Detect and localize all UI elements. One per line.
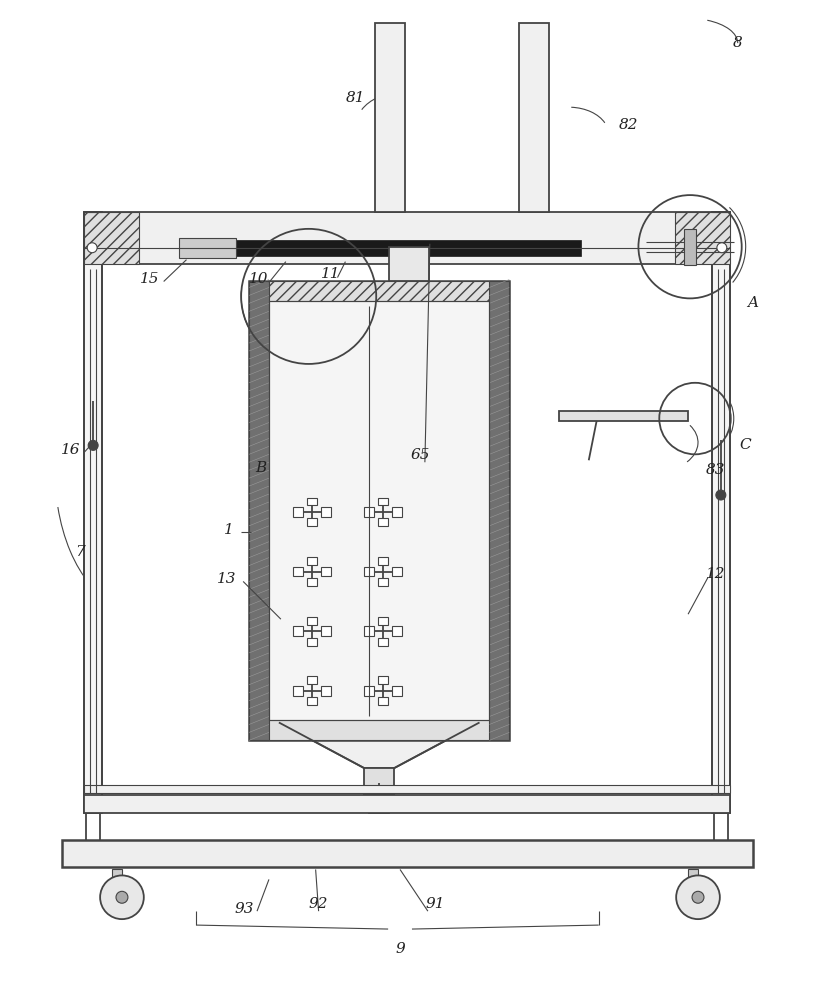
Bar — [378, 697, 388, 705]
Bar — [204, 240, 581, 256]
Circle shape — [100, 875, 143, 919]
Bar — [306, 638, 316, 646]
Bar — [364, 507, 374, 517]
Bar — [389, 247, 429, 281]
Circle shape — [717, 243, 727, 253]
Bar — [369, 795, 389, 813]
Bar — [293, 626, 302, 636]
Bar — [306, 557, 316, 565]
Bar — [490, 281, 509, 740]
Bar — [392, 567, 402, 576]
Bar — [293, 686, 302, 696]
Text: A: A — [747, 296, 758, 310]
Bar — [63, 840, 752, 867]
Circle shape — [676, 875, 720, 919]
Text: 1: 1 — [224, 523, 234, 537]
Text: 10: 10 — [249, 272, 269, 286]
Circle shape — [87, 243, 97, 253]
Text: 93: 93 — [235, 902, 253, 916]
Bar — [375, 23, 405, 212]
Bar — [559, 411, 688, 421]
Bar — [378, 518, 388, 526]
Text: 65: 65 — [410, 448, 430, 462]
Bar — [269, 301, 490, 720]
Bar — [364, 768, 394, 795]
Bar — [688, 869, 698, 877]
Bar — [675, 212, 729, 264]
Bar — [684, 229, 696, 265]
Bar — [249, 281, 509, 740]
Circle shape — [88, 440, 98, 450]
Bar — [293, 567, 302, 576]
Bar — [378, 557, 388, 565]
Circle shape — [116, 891, 128, 903]
Bar — [84, 212, 139, 264]
Bar — [178, 238, 236, 258]
Text: 83: 83 — [706, 463, 725, 477]
Text: C: C — [740, 438, 751, 452]
Bar — [712, 212, 729, 813]
Text: 15: 15 — [140, 272, 160, 286]
Bar — [84, 785, 729, 793]
Text: 13: 13 — [217, 572, 236, 586]
Circle shape — [716, 490, 726, 500]
Bar — [378, 676, 388, 684]
Bar — [320, 626, 331, 636]
Bar — [306, 617, 316, 625]
Bar — [112, 869, 122, 877]
Bar — [392, 686, 402, 696]
Polygon shape — [279, 722, 479, 768]
Bar — [306, 498, 316, 505]
Text: 92: 92 — [309, 897, 328, 911]
Bar — [320, 567, 331, 576]
Bar — [306, 676, 316, 684]
Bar — [519, 23, 549, 212]
Bar — [249, 281, 269, 740]
Bar — [392, 626, 402, 636]
Bar — [249, 281, 509, 301]
Bar — [378, 578, 388, 586]
Text: 16: 16 — [60, 443, 80, 457]
Circle shape — [692, 891, 704, 903]
Text: 12: 12 — [706, 567, 725, 581]
Text: 9: 9 — [395, 942, 405, 956]
Bar — [293, 507, 302, 517]
Bar — [364, 567, 374, 576]
Text: 91: 91 — [425, 897, 444, 911]
Text: 8: 8 — [733, 36, 742, 50]
Bar — [84, 212, 102, 813]
Bar — [84, 795, 729, 813]
Text: 82: 82 — [619, 118, 638, 132]
Bar — [84, 212, 729, 264]
Bar — [320, 686, 331, 696]
Bar — [378, 617, 388, 625]
Bar — [378, 638, 388, 646]
Bar — [364, 626, 374, 636]
Bar — [249, 720, 509, 740]
Bar — [392, 507, 402, 517]
Text: 81: 81 — [346, 91, 365, 105]
Text: 7: 7 — [75, 545, 85, 559]
Bar — [364, 686, 374, 696]
Text: B: B — [255, 461, 267, 475]
Bar — [306, 578, 316, 586]
Bar — [306, 518, 316, 526]
Bar — [378, 498, 388, 505]
Bar — [320, 507, 331, 517]
Bar — [306, 697, 316, 705]
Text: 11: 11 — [321, 267, 341, 281]
